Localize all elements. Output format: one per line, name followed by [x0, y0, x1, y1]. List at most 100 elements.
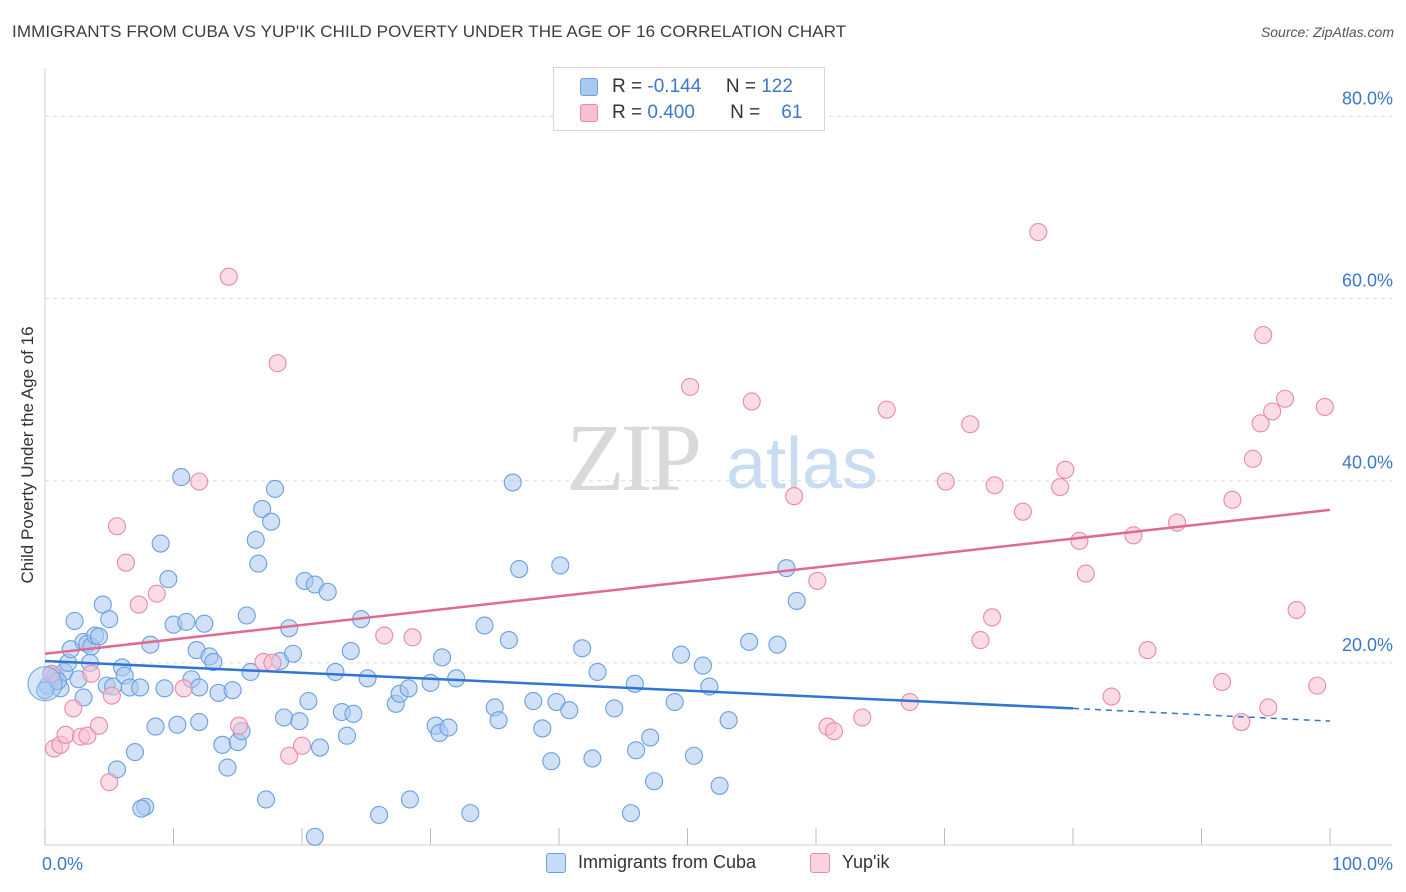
- point-cuba: [461, 804, 480, 823]
- point-cuba: [645, 772, 664, 791]
- chart-title: IMMIGRANTS FROM CUBA VS YUP'IK CHILD POV…: [12, 22, 847, 41]
- bottom-legend-yupik: Yup'ik: [810, 852, 889, 873]
- point-cuba: [551, 556, 570, 575]
- point-cuba: [223, 681, 242, 700]
- trend-layer: [44, 508, 1331, 722]
- point-cuba: [533, 719, 552, 738]
- point-yupik: [961, 415, 980, 434]
- point-cuba: [195, 614, 214, 633]
- bottom-legend-cuba: Immigrants from Cuba: [546, 852, 756, 873]
- point-yupik: [785, 487, 804, 506]
- point-cuba: [204, 652, 223, 671]
- point-yupik: [1315, 397, 1334, 416]
- point-yupik: [129, 595, 148, 614]
- trend-line-cuba: [44, 659, 1074, 710]
- point-cuba: [547, 692, 566, 712]
- point-cuba: [719, 711, 738, 730]
- point-yupik: [1308, 676, 1327, 695]
- point-yupik: [1076, 564, 1095, 583]
- point-yupik: [1287, 600, 1306, 620]
- bottom-legend-swatch-yupik: [810, 852, 830, 873]
- point-cuba: [433, 648, 452, 667]
- point-cuba: [132, 799, 151, 818]
- trend-line-yupik: [44, 508, 1331, 655]
- point-cuba: [326, 662, 345, 682]
- point-cuba: [627, 741, 646, 760]
- point-cuba: [439, 718, 458, 737]
- point-yupik: [219, 267, 238, 286]
- point-yupik: [292, 736, 312, 755]
- point-yupik: [147, 584, 166, 603]
- y-axis-label: Child Poverty Under the Age of 16: [18, 326, 37, 584]
- point-cuba: [583, 749, 602, 768]
- point-yupik: [985, 476, 1004, 495]
- point-cuba: [131, 678, 150, 697]
- point-yupik: [1232, 713, 1251, 732]
- watermark-atlas: atlas: [726, 424, 878, 504]
- trend-line-cuba-extension: [1072, 707, 1331, 722]
- point-yupik: [1223, 490, 1242, 509]
- point-yupik: [971, 631, 990, 650]
- y-tick-label: 60.0%: [1342, 271, 1393, 291]
- point-cuba: [190, 713, 209, 732]
- point-cuba: [560, 701, 579, 720]
- legend: R = -0.144 N = 122 R = 0.400 N = 61: [553, 67, 825, 131]
- legend-swatch-yupik: [580, 104, 598, 122]
- y-tick-label: 80.0%: [1342, 88, 1393, 108]
- point-yupik: [56, 725, 75, 744]
- watermark-zip: ZIP: [566, 404, 699, 511]
- point-cuba: [155, 679, 174, 698]
- point-cuba: [475, 616, 494, 635]
- point-yupik: [1251, 414, 1270, 433]
- point-cuba: [35, 681, 55, 700]
- point-yupik: [229, 716, 249, 735]
- legend-n-value: 122: [761, 76, 793, 97]
- bottom-legend-swatch-cuba: [546, 852, 566, 873]
- point-yupik: [78, 726, 97, 745]
- y-tick-label: 40.0%: [1342, 453, 1393, 473]
- point-cuba: [573, 639, 592, 658]
- point-cuba: [684, 746, 703, 765]
- y-tick-label: 20.0%: [1342, 635, 1393, 655]
- point-cuba: [249, 554, 268, 573]
- point-cuba: [299, 692, 318, 711]
- watermark: ZIP atlas: [566, 404, 878, 511]
- point-cuba: [588, 662, 607, 682]
- legend-n-value: 61: [781, 102, 803, 123]
- point-cuba: [125, 743, 144, 762]
- point-cuba: [787, 591, 806, 610]
- point-cuba: [253, 499, 272, 518]
- legend-row-cuba: R = -0.144 N = 122: [580, 74, 793, 100]
- point-yupik: [982, 608, 1002, 627]
- point-cuba: [177, 612, 196, 631]
- point-cuba: [290, 712, 309, 731]
- point-yupik: [263, 653, 282, 672]
- point-cuba: [665, 692, 684, 712]
- point-cuba: [777, 559, 796, 578]
- point-yupik: [742, 392, 761, 411]
- point-yupik: [174, 679, 193, 698]
- point-cuba: [283, 644, 303, 663]
- point-yupik: [1051, 478, 1070, 497]
- point-cuba: [447, 669, 466, 688]
- point-yupik: [1013, 502, 1032, 521]
- grid-layer: [45, 115, 1392, 664]
- bottom-legend-label-cuba: Immigrants from Cuba: [578, 852, 757, 872]
- point-cuba: [710, 776, 729, 795]
- point-yupik: [1263, 402, 1282, 421]
- point-cuba: [524, 692, 543, 711]
- point-yupik: [1243, 449, 1262, 468]
- point-cuba: [625, 674, 644, 693]
- point-cuba: [399, 679, 418, 698]
- point-cuba: [693, 656, 712, 675]
- point-yupik: [1259, 698, 1278, 717]
- point-cuba: [621, 804, 641, 823]
- point-yupik: [1102, 687, 1121, 706]
- point-cuba: [641, 728, 660, 747]
- point-cuba: [89, 627, 109, 646]
- point-yupik: [280, 746, 299, 765]
- bottom-legend-label-yupik: Yup'ik: [842, 852, 890, 872]
- point-yupik: [1138, 641, 1157, 660]
- point-yupik: [1254, 325, 1273, 345]
